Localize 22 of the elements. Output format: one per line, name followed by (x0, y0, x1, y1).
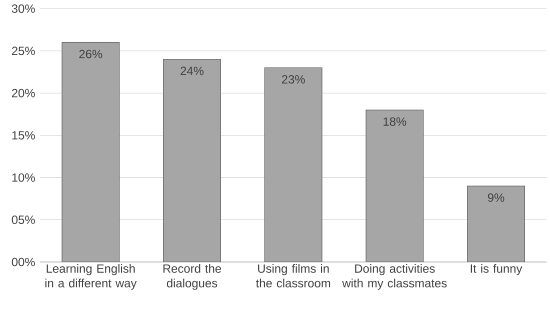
y-tick-label: 05% (12, 216, 35, 224)
y-tick-label: 15% (12, 131, 35, 140)
y-tick-label: 20% (12, 88, 35, 98)
bar (62, 42, 120, 262)
x-tick-label: Using films in the classroom (256, 264, 330, 288)
x-tick-label: It is funny (470, 264, 522, 276)
y-tick-label: 10% (12, 173, 35, 182)
data-label: 26% (79, 50, 102, 58)
bar (163, 59, 221, 262)
y-tick-label: 30% (12, 4, 35, 13)
y-tick-label: 25% (12, 46, 35, 56)
y-tick-label: 00% (12, 258, 35, 266)
bar (366, 110, 424, 262)
x-tick-label: Doing activities with my classmates (342, 264, 447, 290)
data-label: 23% (282, 75, 305, 84)
x-tick-label: Record the dialogues (163, 264, 222, 290)
x-tick-label: Learning English in a different way (45, 264, 137, 290)
bar (467, 186, 525, 262)
data-label: 24% (180, 66, 204, 76)
data-label: 9% (488, 193, 504, 202)
bar (264, 68, 322, 262)
data-label: 18% (384, 117, 406, 126)
